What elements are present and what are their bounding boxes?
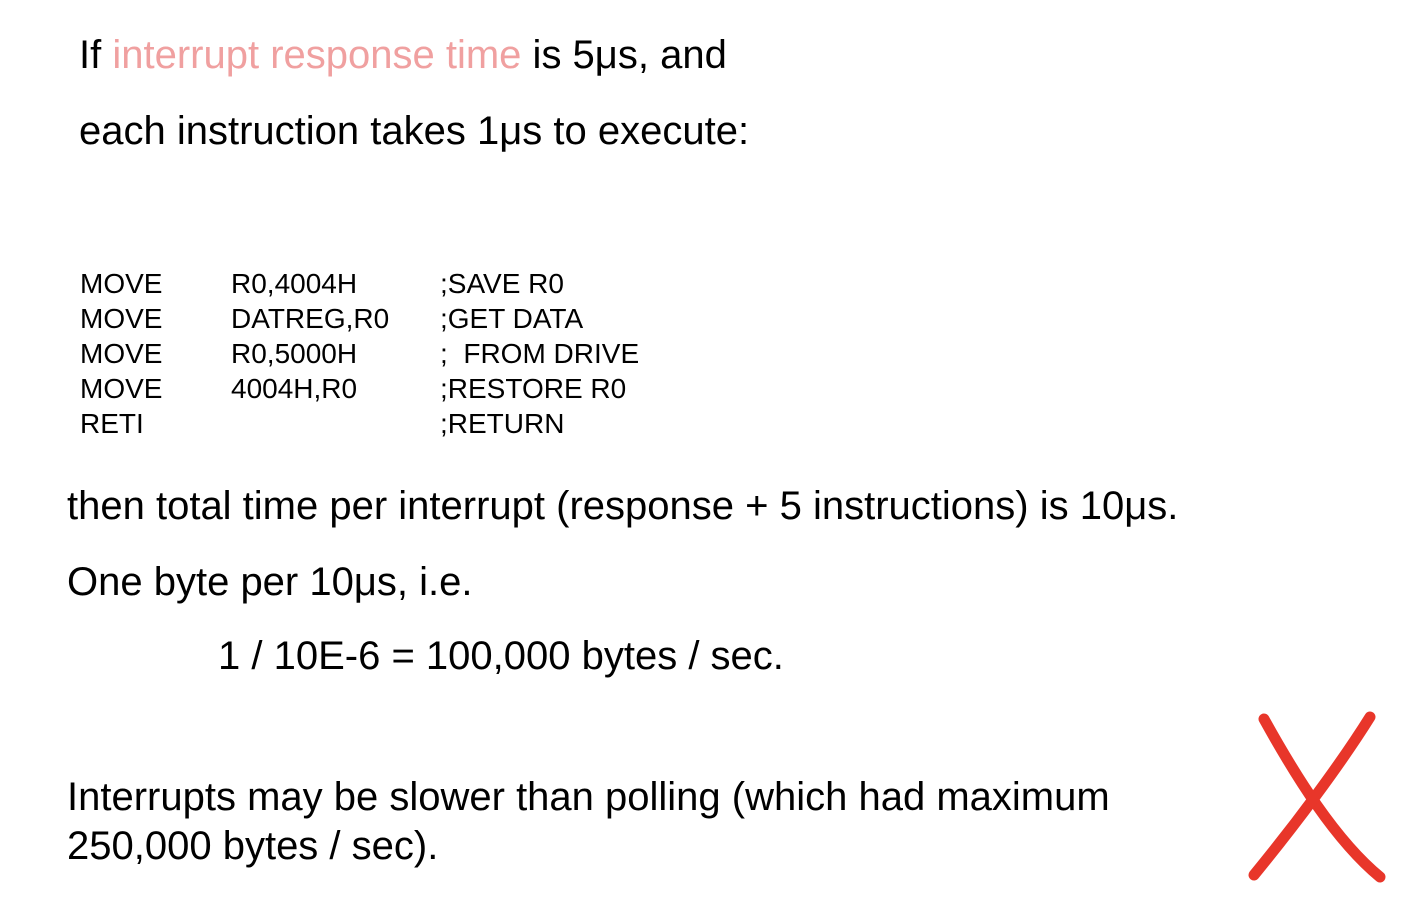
code-operand: 4004H,R0 <box>231 373 358 404</box>
intro-line-1-suffix: is 5μs, and <box>521 33 727 77</box>
code-opcode: RETI <box>80 408 144 439</box>
code-comment: ;SAVE R0 <box>440 268 564 299</box>
red-x-mark-icon <box>1248 711 1386 883</box>
result-line-2: One byte per 10μs, i.e. <box>67 560 473 604</box>
code-opcode: MOVE <box>80 338 163 369</box>
code-row: MOVE DATREG,R0 ;GET DATA <box>80 301 780 336</box>
code-row: MOVE R0,4004H ;SAVE R0 <box>80 266 780 301</box>
code-operand: DATREG,R0 <box>231 303 390 334</box>
intro-line-1: If interrupt response time is 5μs, and <box>79 33 727 77</box>
code-opcode: MOVE <box>80 373 163 404</box>
formula-line: 1 / 10E-6 = 100,000 bytes / sec. <box>218 634 784 678</box>
code-opcode: MOVE <box>80 303 163 334</box>
code-row: MOVE 4004H,R0 ;RESTORE R0 <box>80 371 780 406</box>
code-operand: R0,5000H <box>231 338 358 369</box>
code-comment: ; FROM DRIVE <box>440 338 640 369</box>
result-line-1: then total time per interrupt (response … <box>67 484 1179 528</box>
code-comment: ;RETURN <box>440 408 565 439</box>
intro-line-1-prefix: If <box>79 33 113 77</box>
code-opcode: MOVE <box>80 268 163 299</box>
code-comment: ;GET DATA <box>440 303 584 334</box>
code-comment: ;RESTORE R0 <box>440 373 627 404</box>
code-row: MOVE R0,5000H ; FROM DRIVE <box>80 336 780 371</box>
conclusion-text: Interrupts may be slower than polling (w… <box>67 775 1110 868</box>
code-row: RETI ;RETURN <box>80 406 780 441</box>
intro-line-2: each instruction takes 1μs to execute: <box>79 109 750 153</box>
highlighted-term: interrupt response time <box>112 33 522 77</box>
code-operand: R0,4004H <box>231 268 358 299</box>
